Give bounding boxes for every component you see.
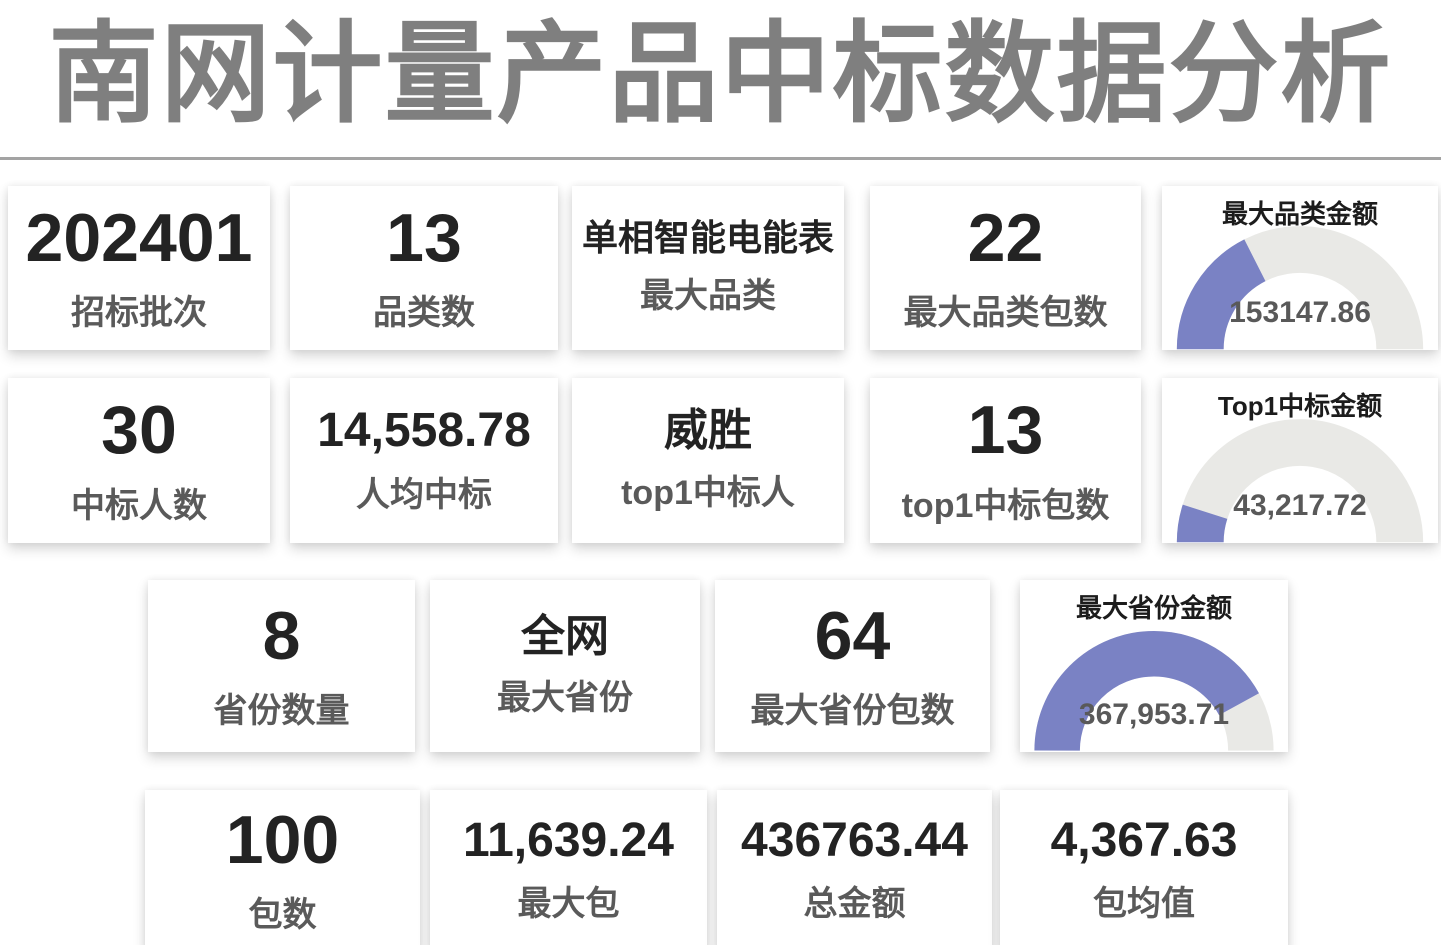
kpi-label: 人均中标 [356, 475, 492, 514]
gauge-title: Top1中标金额 [1217, 391, 1383, 421]
kpi-card[interactable]: 4,367.63 包均值 [1000, 790, 1288, 945]
page-title: 南网计量产品中标数据分析 [48, 13, 1393, 136]
gauge-card[interactable]: 最大省份金额 367,953.71 [1020, 580, 1288, 752]
kpi-label: 最大省份包数 [750, 692, 955, 731]
kpi-label: top1中标包数 [901, 486, 1110, 525]
kpi-value: 22 [967, 199, 1044, 276]
kpi-value: 8 [262, 597, 301, 674]
kpi-value: 13 [967, 392, 1044, 469]
kpi-card[interactable]: 436763.44 总金额 [717, 790, 992, 945]
kpi-card[interactable]: 64 最大省份包数 [715, 580, 990, 752]
gauge-chart [1176, 223, 1424, 350]
kpi-card[interactable]: 100 包数 [145, 790, 420, 945]
kpi-label: 最大品类 [640, 276, 776, 315]
kpi-value: 单相智能电能表 [581, 217, 834, 259]
kpi-label: 最大省份 [497, 679, 633, 718]
kpi-card[interactable]: 202401 招标批次 [8, 186, 270, 350]
kpi-value: 202401 [25, 199, 253, 276]
kpi-label: top1中标人 [621, 473, 795, 512]
kpi-card[interactable]: 14,558.78 人均中标 [290, 378, 558, 543]
kpi-value: 4,367.63 [1050, 813, 1238, 867]
kpi-value: 11,639.24 [463, 813, 674, 867]
gauge-chart [1176, 416, 1424, 543]
kpi-row: 202401 招标批次 13 品类数 单相智能电能表 最大品类 22 最大品类包… [8, 186, 1438, 350]
gauge-card[interactable]: 最大品类金额 153147.86 [1162, 186, 1438, 350]
kpi-card[interactable]: 13 品类数 [290, 186, 558, 350]
gauge-title: 最大品类金额 [1221, 199, 1378, 229]
kpi-card[interactable]: 11,639.24 最大包 [430, 790, 707, 945]
gauge-chart [1033, 628, 1274, 752]
kpi-label: 总金额 [803, 885, 906, 924]
kpi-value: 威胜 [664, 406, 752, 456]
kpi-label: 包均值 [1093, 885, 1195, 924]
kpi-label: 省份数量 [213, 692, 350, 731]
kpi-value: 100 [225, 801, 340, 878]
kpi-row: 8 省份数量 全网 最大省份 64 最大省份包数 最大省份金额 367,953.… [148, 580, 1288, 752]
kpi-value: 13 [386, 199, 462, 276]
kpi-value: 14,558.78 [317, 404, 531, 458]
gauge-value: 153147.86 [1229, 296, 1371, 329]
gauge-card[interactable]: Top1中标金额 43,217.72 [1162, 378, 1438, 543]
gauge-arc-fill [1034, 631, 1274, 752]
kpi-row: 30 中标人数 14,558.78 人均中标 威胜 top1中标人 13 top… [8, 378, 1438, 543]
kpi-value: 全网 [521, 611, 609, 661]
kpi-label: 最大品类包数 [903, 294, 1108, 333]
kpi-value: 436763.44 [741, 813, 968, 867]
kpi-card[interactable]: 22 最大品类包数 [870, 186, 1141, 350]
kpi-card[interactable]: 30 中标人数 [8, 378, 270, 543]
gauge-arc-track [1176, 418, 1424, 543]
kpi-label: 招标批次 [71, 294, 207, 333]
gauge-title: 最大省份金额 [1075, 593, 1232, 623]
kpi-card[interactable]: 8 省份数量 [148, 580, 415, 752]
kpi-card[interactable]: 威胜 top1中标人 [572, 378, 844, 543]
kpi-value: 30 [101, 392, 177, 469]
kpi-label: 最大包 [517, 885, 620, 924]
kpi-label: 品类数 [373, 294, 475, 333]
kpi-card[interactable]: 全网 最大省份 [430, 580, 700, 752]
kpi-label: 包数 [248, 896, 317, 935]
kpi-value: 64 [814, 597, 891, 674]
gauge-value: 367,953.71 [1078, 698, 1230, 731]
kpi-row: 100 包数 11,639.24 最大包 436763.44 总金额 4,367… [145, 790, 1288, 945]
kpi-label: 中标人数 [71, 486, 207, 525]
title-divider [0, 157, 1441, 160]
gauge-arc-fill [1176, 225, 1424, 350]
gauge-value: 43,217.72 [1233, 489, 1367, 522]
kpi-card[interactable]: 单相智能电能表 最大品类 [572, 186, 844, 350]
kpi-card[interactable]: 13 top1中标包数 [870, 378, 1141, 543]
